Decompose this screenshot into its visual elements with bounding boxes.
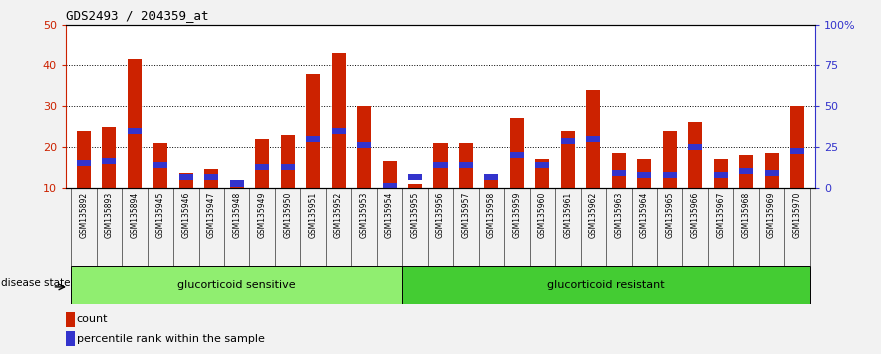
Bar [331,127,345,134]
Bar [510,152,524,158]
Bar [688,144,702,150]
Bar [790,148,804,154]
Text: GSM135953: GSM135953 [359,192,368,238]
Bar [281,164,294,170]
Bar [128,127,142,134]
Text: GSM135892: GSM135892 [79,192,88,238]
Bar [408,183,422,188]
Text: count: count [77,314,108,325]
Bar [255,164,270,170]
Text: GSM135950: GSM135950 [283,192,292,238]
Bar [382,183,396,189]
Text: GSM135964: GSM135964 [640,192,648,238]
Bar [71,266,403,304]
Bar [306,74,320,188]
Bar [66,312,75,327]
Bar [433,162,448,168]
Text: GSM135894: GSM135894 [130,192,139,238]
Text: GSM135952: GSM135952 [334,192,343,238]
Bar [688,122,702,188]
Text: GSM135963: GSM135963 [614,192,623,238]
Bar [485,177,499,188]
Text: GSM135958: GSM135958 [487,192,496,238]
Text: GSM135955: GSM135955 [411,192,419,238]
Bar [77,131,91,188]
Bar [66,331,75,346]
Text: GSM135970: GSM135970 [793,192,802,238]
Bar [714,159,728,188]
Text: GSM135959: GSM135959 [513,192,522,238]
Bar [204,169,218,188]
Bar [790,106,804,188]
Bar [230,182,244,188]
Bar [765,153,779,188]
Bar [536,159,550,188]
Text: GDS2493 / 204359_at: GDS2493 / 204359_at [66,9,209,22]
Bar [714,172,728,178]
Text: GSM135947: GSM135947 [207,192,216,238]
Text: GSM135949: GSM135949 [258,192,267,238]
Bar [433,143,448,188]
Bar [153,143,167,188]
Text: GSM135962: GSM135962 [589,192,598,238]
Bar [536,162,550,168]
Text: GSM135951: GSM135951 [308,192,318,238]
Bar [382,161,396,188]
Bar [459,143,473,188]
Text: GSM135965: GSM135965 [665,192,674,238]
Bar [663,172,677,178]
Bar [357,142,371,148]
Bar [765,170,779,176]
Bar [153,162,167,168]
Text: glucorticoid resistant: glucorticoid resistant [547,280,665,290]
Bar [561,131,575,188]
Bar [403,266,810,304]
Text: GSM135893: GSM135893 [105,192,114,238]
Bar [739,168,753,175]
Bar [128,59,142,188]
Bar [459,162,473,168]
Bar [281,135,294,188]
Text: GSM135946: GSM135946 [181,192,190,238]
Bar [255,139,270,188]
Bar [204,175,218,181]
Bar [408,175,422,181]
Bar [331,53,345,188]
Bar [230,181,244,187]
Bar [611,153,626,188]
Bar [739,155,753,188]
Text: GSM135968: GSM135968 [742,192,751,238]
Text: GSM135957: GSM135957 [462,192,470,238]
Text: GSM135948: GSM135948 [233,192,241,238]
Bar [663,131,677,188]
Bar [179,175,193,181]
Text: GSM135967: GSM135967 [716,192,725,238]
Bar [637,159,651,188]
Text: glucorticoid sensitive: glucorticoid sensitive [177,280,296,290]
Bar [510,118,524,188]
Bar [637,172,651,178]
Text: GSM135954: GSM135954 [385,192,394,238]
Text: GSM135961: GSM135961 [563,192,573,238]
Text: GSM135960: GSM135960 [538,192,547,238]
Bar [611,170,626,176]
Text: GSM135956: GSM135956 [436,192,445,238]
Text: GSM135945: GSM135945 [156,192,165,238]
Bar [587,136,600,142]
Text: GSM135966: GSM135966 [691,192,700,238]
Bar [587,90,600,188]
Bar [357,106,371,188]
Bar [77,160,91,166]
Text: percentile rank within the sample: percentile rank within the sample [77,333,264,344]
Text: disease state: disease state [2,278,71,288]
Bar [485,175,499,181]
Text: GSM135969: GSM135969 [767,192,776,238]
Bar [561,138,575,144]
Bar [102,127,116,188]
Bar [179,173,193,188]
Bar [306,136,320,142]
Bar [102,158,116,164]
